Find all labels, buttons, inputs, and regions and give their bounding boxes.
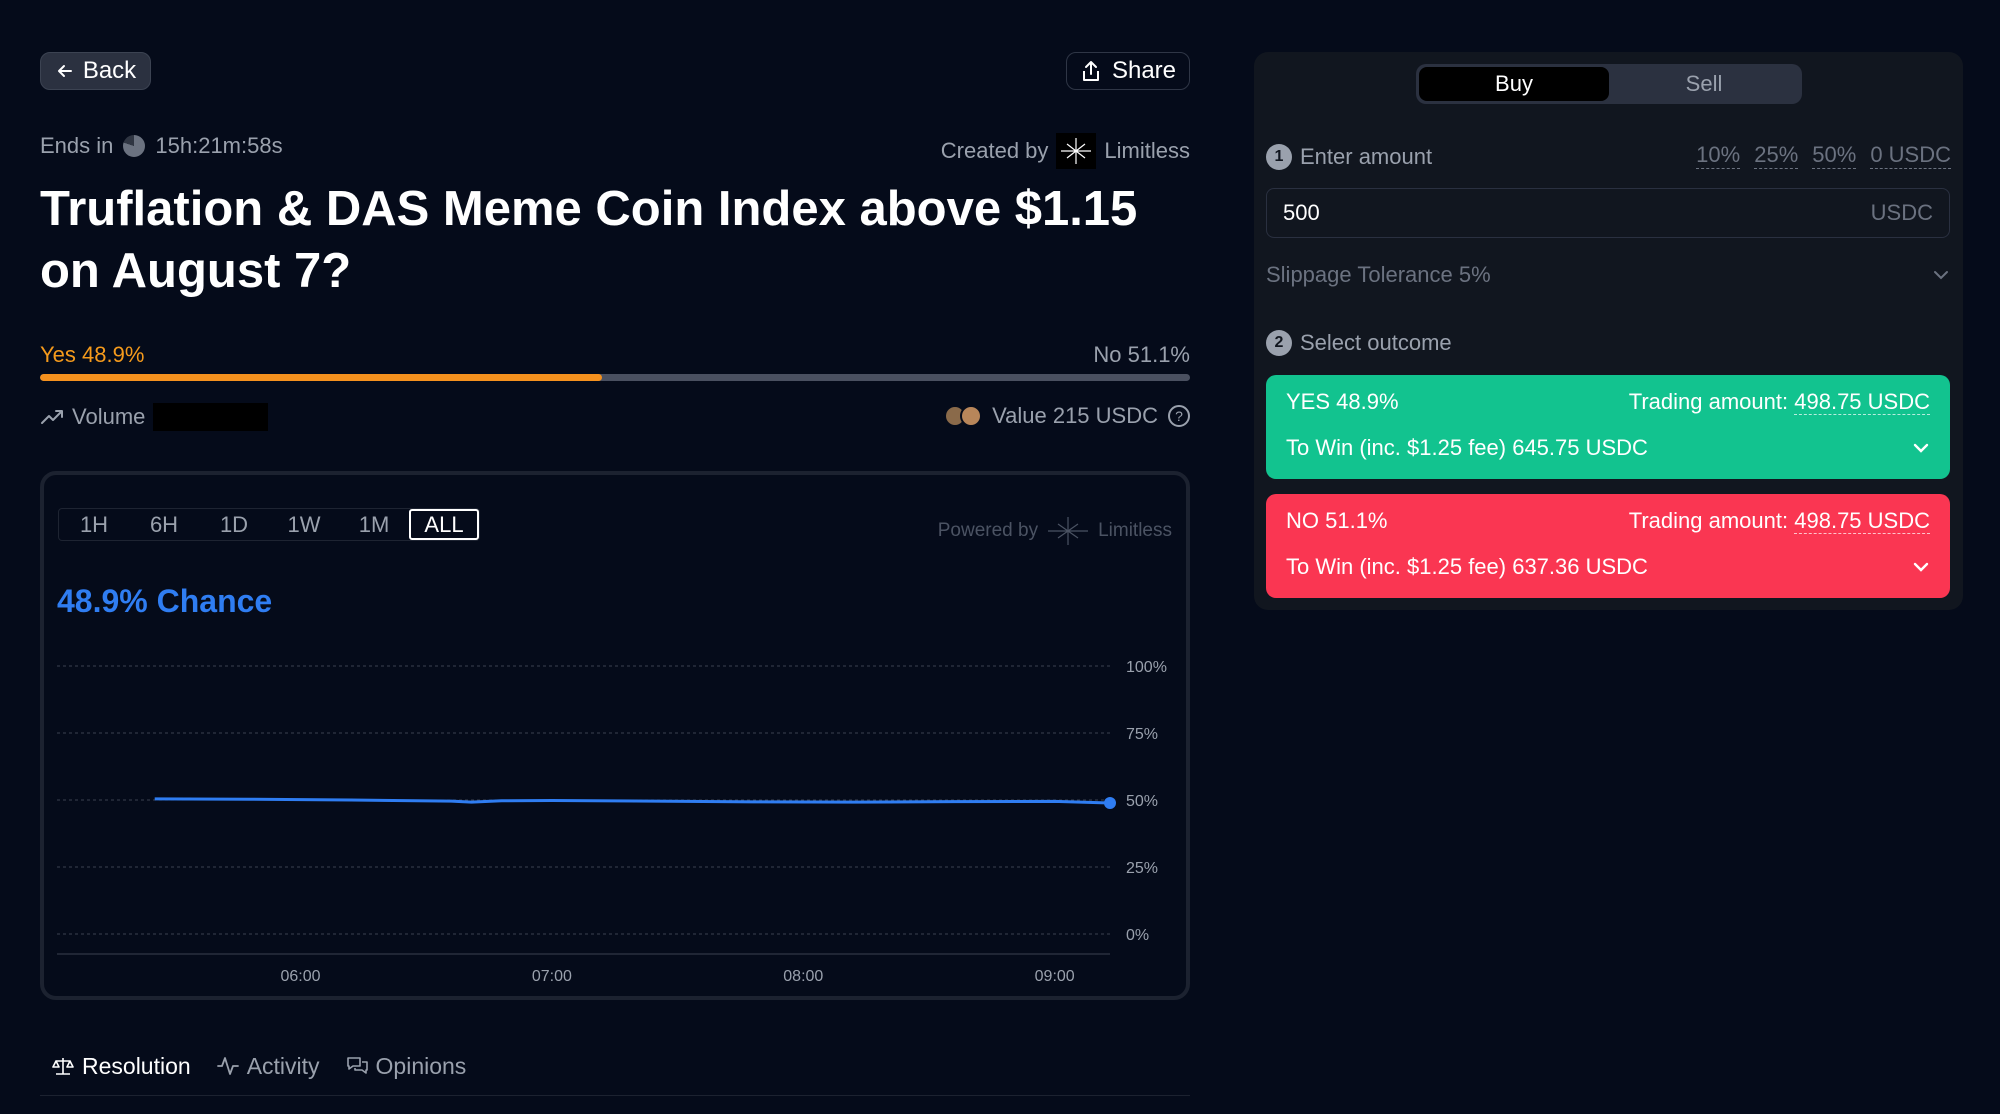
- created-by-label: Created by: [940, 138, 1049, 163]
- trending-up-icon: [41, 410, 63, 424]
- range-tab-1h[interactable]: 1H: [79, 511, 109, 537]
- scale-icon: [52, 1058, 74, 1075]
- quick-amounts: 10% 25% 50% 0 USDC: [1696, 142, 1951, 169]
- tab-label: Resolution: [82, 1052, 191, 1079]
- arrow-left-icon: [57, 65, 72, 77]
- market-title: Truflation & DAS Meme Coin Index above $…: [40, 182, 1138, 298]
- back-button[interactable]: Back: [40, 52, 151, 90]
- chart-card: 1H 6H 1D 1W 1M ALL Powered by Limitless 48.9%…: [40, 471, 1190, 1000]
- probability-bar: [40, 374, 1190, 381]
- share-icon: [1082, 61, 1099, 81]
- volume: Volume: [40, 403, 269, 431]
- step-number: 2: [1266, 330, 1292, 356]
- tab-label: Activity: [246, 1052, 320, 1079]
- buy-tab[interactable]: Buy: [1419, 67, 1609, 101]
- step-number: 1: [1266, 144, 1292, 170]
- probability-bar-fill: [40, 374, 603, 381]
- yes-to-win: To Win (inc. $1.25 fee) 645.75 USDC: [1286, 435, 1648, 460]
- tab-opinions[interactable]: Opinions: [346, 1048, 467, 1084]
- chevron-down-icon[interactable]: [1912, 442, 1930, 454]
- creator-name[interactable]: Limitless: [1104, 138, 1190, 163]
- y-tick-label: 25%: [1126, 860, 1158, 877]
- no-outcome-label: NO 51.1%: [1286, 508, 1388, 533]
- y-tick-label: 50%: [1126, 793, 1158, 810]
- creator: Created by Limitless: [941, 133, 1190, 169]
- x-tick-label: 06:00: [280, 968, 320, 985]
- no-trading-amount: Trading amount: 498.75 USDC: [1629, 508, 1930, 534]
- powered-by: Powered by Limitless: [938, 515, 1172, 547]
- back-label: Back: [82, 57, 137, 84]
- x-tick-label: 07:00: [532, 968, 572, 985]
- value: Value 215 USDC ?: [944, 403, 1190, 429]
- quick-amount-max[interactable]: 0 USDC: [1870, 142, 1951, 169]
- range-tab-1m[interactable]: 1M: [358, 511, 390, 537]
- quick-amount-50[interactable]: 50%: [1812, 142, 1857, 169]
- range-tab-6h[interactable]: 6H: [149, 511, 179, 537]
- range-tab-all[interactable]: ALL: [409, 509, 479, 540]
- powered-by-label: Powered by: [937, 520, 1039, 541]
- volume-label: Volume: [72, 404, 146, 429]
- series-line: [154, 797, 1111, 805]
- x-tick-label: 09:00: [1035, 968, 1075, 985]
- tab-resolution[interactable]: Resolution: [52, 1048, 191, 1084]
- slippage-dropdown[interactable]: Slippage Tolerance 5%: [1266, 262, 1950, 288]
- no-outcome-card[interactable]: NO 51.1% Trading amount: 498.75 USDC To …: [1266, 494, 1950, 598]
- avatar: [960, 405, 983, 427]
- ends-in: Ends in 15h:21m:58s: [40, 133, 283, 159]
- clock-pie-icon: [123, 135, 146, 157]
- value-label: Value 215 USDC: [992, 403, 1158, 428]
- step-enter-amount: 1 Enter amount: [1266, 144, 1432, 170]
- yes-percentage: Yes 48.9%: [40, 342, 145, 367]
- series-end-point: [1104, 796, 1116, 809]
- yes-outcome-card[interactable]: YES 48.9% Trading amount: 498.75 USDC To…: [1266, 375, 1950, 479]
- market-panel: Back Share Ends in 15h:21m:58s Created b…: [40, 0, 1190, 1114]
- trade-panel: Buy Sell 1 Enter amount 10% 25% 50% 0 US…: [1254, 52, 1963, 610]
- chance-label: 48.9% Chance: [57, 583, 273, 619]
- trading-amount-value: 498.75 USDC: [1794, 508, 1930, 534]
- yes-trading-amount: Trading amount: 498.75 USDC: [1629, 389, 1930, 415]
- detail-tabs: Resolution Activity Opinions: [40, 1048, 1190, 1096]
- range-tab-1d[interactable]: 1D: [219, 511, 249, 537]
- buy-sell-toggle: Buy Sell: [1416, 64, 1802, 104]
- slippage-label: Slippage Tolerance 5%: [1266, 262, 1491, 287]
- price-chart[interactable]: 100% 75% 50% 25% 0% 06:00 07:00 08:00 09:00: [44, 475, 1186, 996]
- x-tick-label: 08:00: [783, 968, 823, 985]
- y-tick-label: 75%: [1126, 726, 1158, 743]
- help-icon[interactable]: ?: [1168, 405, 1190, 427]
- y-tick-label: 0%: [1126, 927, 1149, 944]
- trading-amount-value: 498.75 USDC: [1794, 389, 1930, 415]
- holder-avatars[interactable]: [944, 405, 983, 427]
- step-label: Enter amount: [1300, 144, 1433, 169]
- sell-tab[interactable]: Sell: [1685, 71, 1723, 96]
- activity-icon: [216, 1057, 239, 1075]
- chevron-down-icon: [1934, 271, 1948, 280]
- share-button[interactable]: Share: [1066, 52, 1190, 90]
- trading-amount-label: Trading amount:: [1628, 508, 1789, 533]
- y-tick-label: 100%: [1126, 659, 1167, 676]
- step-label: Select outcome: [1300, 330, 1452, 355]
- trading-amount-label: Trading amount:: [1628, 389, 1789, 414]
- quick-amount-25[interactable]: 25%: [1754, 142, 1799, 169]
- tab-activity[interactable]: Activity: [216, 1048, 320, 1084]
- volume-redacted: [153, 403, 269, 431]
- share-label: Share: [1111, 57, 1177, 84]
- ends-in-label: Ends in: [40, 133, 114, 158]
- range-tab-1w[interactable]: 1W: [287, 511, 321, 537]
- yes-outcome-label: YES 48.9%: [1286, 389, 1399, 414]
- amount-field: USDC: [1266, 188, 1950, 238]
- powered-by-name: Limitless: [1098, 520, 1172, 541]
- chat-icon: [346, 1057, 368, 1074]
- limitless-logo-icon: [1048, 517, 1089, 545]
- step-select-outcome: 2 Select outcome: [1266, 330, 1452, 356]
- amount-input[interactable]: [1283, 200, 1783, 226]
- range-tabs: 1H 6H 1D 1W 1M ALL: [58, 508, 480, 541]
- chevron-down-icon[interactable]: [1912, 561, 1930, 573]
- no-percentage: No 51.1%: [1093, 342, 1190, 367]
- tab-label: Opinions: [375, 1052, 467, 1079]
- quick-amount-10[interactable]: 10%: [1696, 142, 1741, 169]
- no-to-win: To Win (inc. $1.25 fee) 637.36 USDC: [1286, 554, 1648, 579]
- countdown-timer: 15h:21m:58s: [155, 133, 283, 158]
- amount-unit: USDC: [1870, 200, 1933, 225]
- limitless-logo-icon: [1056, 133, 1097, 169]
